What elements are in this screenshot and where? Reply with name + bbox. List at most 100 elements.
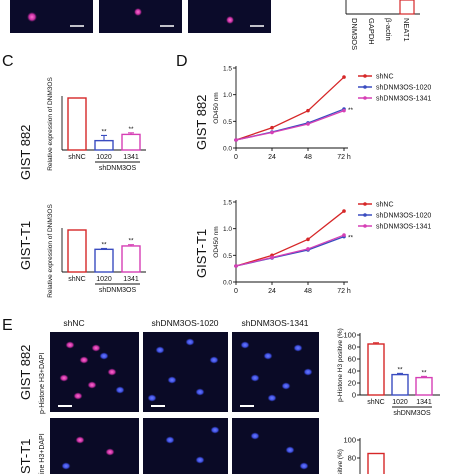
x-tick-label: 0 bbox=[234, 288, 238, 295]
cell-nucleus bbox=[61, 462, 71, 470]
col-header-1020: shDNM3OS-1020 bbox=[151, 318, 218, 328]
x-tick-label: shNC bbox=[68, 154, 86, 161]
cell-nucleus bbox=[147, 394, 157, 402]
data-point bbox=[270, 125, 274, 130]
cell-nucleus bbox=[155, 346, 165, 354]
col-header-shnc: shNC bbox=[63, 318, 84, 328]
cell-nucleus bbox=[115, 386, 125, 394]
bar bbox=[367, 343, 385, 396]
cell-nuclei bbox=[59, 338, 313, 470]
cell-nucleus bbox=[105, 448, 115, 456]
series-line bbox=[235, 76, 345, 141]
cell-nucleus bbox=[281, 382, 291, 390]
row-label-e-st-t1: ST-T1 bbox=[18, 439, 33, 474]
cell-nucleus bbox=[75, 436, 85, 444]
y-tick-label: 0.0 bbox=[223, 146, 232, 153]
row-label-e-gist882: GIST 882 bbox=[18, 345, 33, 400]
panel-letter-e: E bbox=[2, 317, 13, 334]
bar bbox=[367, 452, 385, 474]
cell-nucleus bbox=[250, 432, 260, 440]
legend-marker bbox=[363, 85, 367, 89]
y-tick-label: 100 bbox=[343, 436, 356, 445]
x-tick-label: 24 bbox=[268, 154, 276, 161]
legend-marker bbox=[363, 96, 367, 100]
y-tick-label: 1.5 bbox=[223, 66, 232, 73]
cell-nucleus bbox=[99, 352, 109, 360]
y-axis-label: Relative expression of DNM3OS bbox=[47, 204, 54, 298]
series-line bbox=[235, 210, 345, 267]
cell-nucleus bbox=[195, 456, 205, 464]
panel-letter-c: C bbox=[2, 53, 14, 70]
chart-d-bottom: 0.0 0.5 1.0 1.5 0 24 48 72 h OD450 nm ** shNC shDNM… bbox=[213, 200, 431, 296]
x-tick-label: 72 h bbox=[337, 154, 351, 161]
cell bbox=[27, 12, 37, 22]
data-point bbox=[306, 247, 310, 251]
cell-nucleus bbox=[293, 344, 303, 352]
top-micrograph-strip bbox=[10, 0, 271, 33]
significance-marker: ** bbox=[348, 235, 354, 242]
top-bar-label: β-actin bbox=[384, 18, 393, 41]
data-point bbox=[306, 237, 310, 242]
bar bbox=[94, 139, 114, 151]
cell-nucleus bbox=[250, 374, 260, 382]
legend-label: shNC bbox=[376, 74, 394, 81]
y-tick-label: 0.0 bbox=[223, 280, 232, 287]
stain-label: p-Histone H3+DAPI bbox=[39, 353, 46, 414]
data-point bbox=[306, 108, 310, 113]
row-label-gist-t1-d: GIST-T1 bbox=[194, 229, 209, 278]
x-tick-label: 1020 bbox=[96, 276, 112, 283]
bar bbox=[67, 229, 87, 273]
y-tick-label: 20 bbox=[348, 379, 356, 388]
top-micrograph-1 bbox=[10, 0, 93, 33]
x-tick-label: 72 h bbox=[337, 288, 351, 295]
row-label-gist882-d: GIST 882 bbox=[194, 95, 209, 150]
cell-nucleus bbox=[195, 388, 205, 396]
chart-c-bottom: Relative expression of DNM3OS shNC ** 1020 *… bbox=[47, 204, 146, 298]
data-point bbox=[270, 255, 274, 260]
cell-nucleus bbox=[65, 341, 75, 349]
chart-c-top: Relative expression of DNM3OS shNC ** 1020 *… bbox=[47, 77, 146, 172]
significance-marker: ** bbox=[101, 241, 107, 248]
cell-nucleus bbox=[263, 352, 273, 360]
y-tick-label: 80 bbox=[348, 454, 356, 463]
y-tick-label: 1.5 bbox=[223, 200, 232, 207]
x-tick-label: 24 bbox=[268, 288, 276, 295]
y-tick-label: 1.0 bbox=[223, 92, 232, 99]
data-point bbox=[342, 75, 346, 79]
cell-nucleus bbox=[73, 392, 83, 400]
y-tick-label: 80 bbox=[348, 343, 356, 352]
cell bbox=[226, 16, 234, 24]
y-tick-label: 40 bbox=[348, 367, 356, 376]
top-bar-label: NEAT1 bbox=[402, 18, 411, 42]
data-point bbox=[270, 130, 274, 135]
y-axis-label: OD450 nm bbox=[213, 92, 220, 123]
legend-marker bbox=[363, 202, 367, 206]
data-point bbox=[306, 122, 310, 126]
top-bar bbox=[399, 0, 415, 15]
data-point bbox=[234, 264, 238, 268]
y-tick-label: 1.0 bbox=[223, 226, 232, 233]
y-axis-label: OD450 nm bbox=[213, 226, 220, 257]
legend-label: shDNM3OS-1020 bbox=[376, 85, 431, 92]
group-label: shDNM3OS bbox=[99, 165, 137, 172]
x-tick-label: 48 bbox=[304, 288, 312, 295]
chart-d-top: 0.0 0.5 1.0 1.5 0 24 48 72 h OD450 nm ** shNC shDNM… bbox=[213, 66, 431, 162]
micrograph-e-shnc-882 bbox=[50, 332, 139, 412]
significance-marker: ** bbox=[421, 369, 427, 376]
cell-nucleus bbox=[87, 381, 97, 389]
legend-label: shDNM3OS-1341 bbox=[376, 224, 431, 231]
bar bbox=[67, 97, 87, 151]
top-bar-label: DNM3OS bbox=[350, 18, 359, 50]
x-tick-label: shNC bbox=[367, 399, 385, 406]
cell-nucleus bbox=[91, 344, 101, 352]
x-tick-label: 1341 bbox=[123, 154, 139, 161]
bar bbox=[121, 245, 141, 273]
legend-label: shDNM3OS-1020 bbox=[376, 213, 431, 220]
significance-marker: ** bbox=[101, 128, 107, 135]
y-tick-label: 0.5 bbox=[223, 119, 232, 126]
x-tick-label: 1020 bbox=[96, 154, 112, 161]
top-bar-chart-fragment: DNM3OS GAPDH β-actin NEAT1 bbox=[345, 0, 420, 50]
significance-marker: ** bbox=[128, 238, 134, 245]
data-point bbox=[234, 138, 238, 142]
